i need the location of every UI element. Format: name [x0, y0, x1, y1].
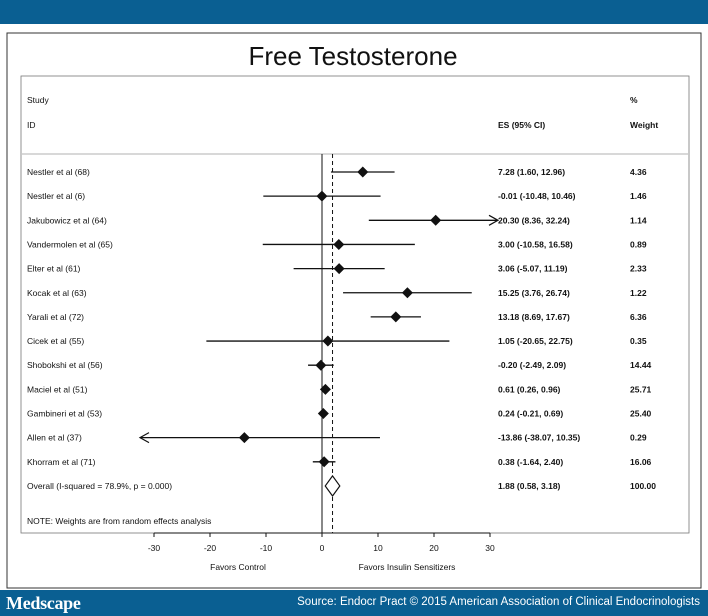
study-label: Nestler et al (68): [27, 167, 90, 177]
x-tick-label: 30: [485, 543, 495, 553]
weights-note: NOTE: Weights are from random effects an…: [27, 516, 211, 526]
weight-value: 1.22: [630, 288, 647, 298]
weight-value: 25.71: [630, 384, 652, 394]
chart-title: Free Testosterone: [248, 41, 457, 71]
study-label: Jakubowicz et al (64): [27, 215, 107, 225]
effect-size-value: 3.00 (-10.58, 16.58): [498, 239, 573, 249]
point-estimate-marker: [317, 408, 329, 419]
weight-value: 2.33: [630, 264, 647, 274]
weight-value: 1.14: [630, 215, 647, 225]
point-estimate-marker: [316, 190, 328, 202]
footer-bar: Medscape Source: Endocr Pract © 2015 Ame…: [0, 590, 708, 616]
study-label: Khorram et al (71): [27, 457, 96, 467]
effect-size-value: -13.86 (-38.07, 10.35): [498, 433, 580, 443]
study-label: Kocak et al (63): [27, 288, 87, 298]
header-bar: [0, 0, 708, 24]
x-tick-label: -20: [204, 543, 217, 553]
forest-plot-figure: Free Testosterone Study ID ES (95% CI) %…: [6, 32, 702, 589]
study-label: Yarali et al (72): [27, 312, 84, 322]
point-estimate-marker: [322, 335, 334, 347]
x-label-favors-control: Favors Control: [210, 562, 266, 572]
point-estimate-marker: [319, 383, 331, 395]
medscape-logo: Medscape: [6, 593, 81, 613]
effect-size-value: 0.61 (0.26, 0.96): [498, 384, 561, 394]
weight-value: 1.46: [630, 191, 647, 201]
x-label-favors-insulin-sensitizers: Favors Insulin Sensitizers: [359, 562, 456, 572]
study-label: Shobokshi et al (56): [27, 360, 103, 370]
ci-arrow-left: [138, 432, 150, 444]
point-estimate-marker: [333, 238, 345, 250]
effect-size-value: -0.01 (-10.48, 10.46): [498, 191, 576, 201]
effect-size-value: 15.25 (3.76, 26.74): [498, 288, 570, 298]
ci-arrow-right: [488, 214, 500, 226]
weight-value: 14.44: [630, 360, 652, 370]
point-estimate-marker: [315, 359, 327, 371]
overall-weight-value: 100.00: [630, 481, 656, 491]
es-header: ES (95% CI): [498, 120, 545, 130]
weight-value: 0.35: [630, 336, 647, 346]
overall-effect-size-value: 1.88 (0.58, 3.18): [498, 481, 561, 491]
weight-value: 25.40: [630, 409, 652, 419]
study-label: Maciel et al (51): [27, 384, 88, 394]
x-tick-label: 20: [429, 543, 439, 553]
effect-size-value: 1.05 (-20.65, 22.75): [498, 336, 573, 346]
plot-frame: [6, 32, 702, 589]
weight-value: 16.06: [630, 457, 652, 467]
study-label: Nestler et al (6): [27, 191, 85, 201]
point-estimate-marker: [357, 166, 369, 178]
x-tick-label: 0: [320, 543, 325, 553]
overall-diamond: [324, 474, 341, 497]
study-label: Elter et al (61): [27, 264, 81, 274]
overall-label: Overall (I-squared = 78.9%, p = 0.000): [27, 481, 172, 491]
x-axis: -30 -20 -10 0 10 20 30: [148, 532, 495, 553]
effect-size-value: 20.30 (8.36, 32.24): [498, 215, 570, 225]
percent-header: %: [630, 95, 638, 105]
study-label: Cicek et al (55): [27, 336, 84, 346]
study-label: Vandermolen et al (65): [27, 239, 113, 249]
x-tick-label: -30: [148, 543, 161, 553]
effect-size-value: 3.06 (-5.07, 11.19): [498, 264, 568, 274]
weight-value: 0.29: [630, 433, 647, 443]
id-header: ID: [27, 120, 36, 130]
forest-marks: Nestler et al (68) 7.28 (1.60, 12.96) 4.36…: [27, 154, 656, 533]
point-estimate-marker: [333, 263, 345, 275]
x-tick-label: 10: [373, 543, 383, 553]
point-estimate-marker: [430, 214, 442, 226]
effect-size-value: 0.24 (-0.21, 0.69): [498, 409, 563, 419]
point-estimate-marker: [390, 311, 402, 323]
x-tick-label: -10: [260, 543, 273, 553]
weight-header: Weight: [630, 120, 658, 130]
point-estimate-marker: [238, 432, 250, 444]
effect-size-value: 7.28 (1.60, 12.96): [498, 167, 565, 177]
point-estimate-marker: [318, 456, 330, 468]
point-estimate-marker: [401, 287, 413, 299]
weight-value: 4.36: [630, 167, 647, 177]
effect-size-value: 13.18 (8.69, 17.67): [498, 312, 570, 322]
weight-value: 0.89: [630, 239, 647, 249]
effect-size-value: 0.38 (-1.64, 2.40): [498, 457, 563, 467]
effect-size-value: -0.20 (-2.49, 2.09): [498, 360, 566, 370]
source-citation: Source: Endocr Pract © 2015 American Ass…: [297, 596, 700, 608]
study-label: Allen et al (37): [27, 433, 82, 443]
weight-value: 6.36: [630, 312, 647, 322]
study-label: Gambineri et al (53): [27, 409, 102, 419]
study-header: Study: [27, 95, 49, 105]
